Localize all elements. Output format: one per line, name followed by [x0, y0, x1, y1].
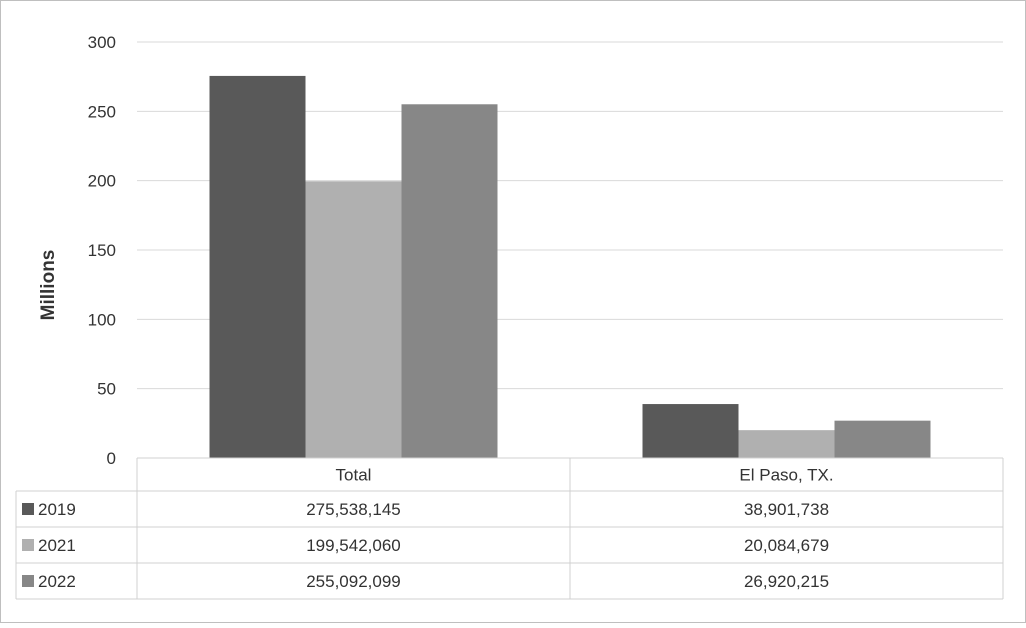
bar-2022: [834, 420, 931, 458]
table-cell-value: 38,901,738: [744, 500, 829, 519]
y-axis-ticks: 0 50 100 150 200 250 300: [88, 33, 116, 468]
y-tick-label: 150: [88, 241, 116, 260]
table-cell-value: 199,542,060: [306, 536, 401, 555]
table-cell-value: 275,538,145: [306, 500, 401, 519]
y-axis-label: Millions: [38, 250, 59, 321]
bar-2019: [642, 404, 739, 458]
legend-key-2019: [22, 503, 34, 515]
bar-2021: [738, 430, 835, 458]
y-tick-label: 50: [97, 380, 116, 399]
y-tick-label: 100: [88, 310, 116, 329]
table-cell-value: 26,920,215: [744, 572, 829, 591]
category-label: Total: [336, 466, 372, 485]
category-label: El Paso, TX.: [739, 466, 833, 485]
y-tick-label: 300: [88, 33, 116, 52]
legend-key-2022: [22, 575, 34, 587]
y-tick-label: 200: [88, 172, 116, 191]
legend-label: 2021: [38, 536, 76, 555]
legend-key-2021: [22, 539, 34, 551]
legend-label: 2022: [38, 572, 76, 591]
y-tick-label: 250: [88, 102, 116, 121]
data-table: Total El Paso, TX. 2019 275,538,145 38,901,7…: [15, 457, 1004, 600]
table-cell-value: 255,092,099: [306, 572, 401, 591]
table-cell-value: 20,084,679: [744, 536, 829, 555]
bars: [209, 75, 931, 459]
bar-2019: [209, 75, 306, 458]
legend-label: 2019: [38, 500, 76, 519]
bar-2021: [305, 181, 402, 458]
y-tick-label: 0: [107, 449, 116, 468]
bar-2022: [401, 104, 498, 459]
